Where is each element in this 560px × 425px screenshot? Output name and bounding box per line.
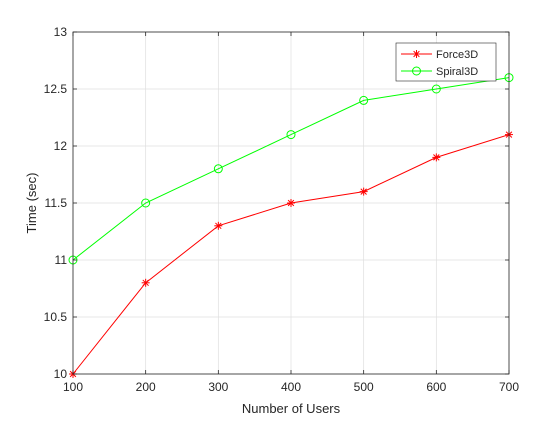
- x-tick-label: 400: [281, 380, 301, 394]
- data-point: [141, 198, 151, 208]
- data-point: [359, 95, 369, 105]
- series-force3d: [69, 130, 513, 378]
- data-point: [431, 84, 441, 94]
- y-tick-label: 12: [54, 139, 68, 153]
- data-point: [432, 153, 441, 162]
- x-tick-label: 600: [426, 380, 446, 394]
- data-point: [141, 278, 150, 287]
- x-axis-label: Number of Users: [242, 401, 341, 416]
- legend-box: [395, 42, 497, 82]
- x-tick-label: 100: [63, 380, 83, 394]
- legend: Force3D Spiral3D: [395, 42, 497, 82]
- tick-labels: 100 200 300 400 500 600 700 10 10.5 11 11.5 12 12.5 1…: [44, 25, 520, 394]
- y-tick-label: 13: [54, 25, 68, 39]
- legend-entry: Force3D: [401, 49, 478, 61]
- y-tick-label: 11: [55, 253, 68, 267]
- x-tick-label: 300: [208, 380, 228, 394]
- y-tick-label: 11.5: [45, 196, 68, 210]
- data-point: [214, 221, 223, 230]
- legend-entries: Force3D Spiral3D: [401, 49, 478, 78]
- x-tick-label: 700: [499, 380, 519, 394]
- y-axis-label: Time (sec): [24, 173, 39, 234]
- data-point: [213, 164, 223, 174]
- ticks: [72, 31, 510, 375]
- legend-marker: [412, 66, 421, 76]
- legend-marker: [412, 50, 421, 58]
- series-line: [72, 77, 510, 261]
- x-tick-label: 500: [354, 380, 374, 394]
- series-layer: [68, 73, 514, 378]
- x-tick-label: 200: [136, 380, 156, 394]
- legend-entry: Spiral3D: [401, 66, 478, 78]
- y-tick-label: 10: [54, 367, 68, 381]
- data-point: [286, 130, 296, 140]
- legend-label: Force3D: [436, 49, 478, 61]
- data-point: [287, 199, 295, 207]
- y-tick-label: 12.5: [44, 82, 68, 96]
- y-tick-label: 10.5: [44, 310, 68, 324]
- data-point: [359, 187, 368, 196]
- legend-label: Spiral3D: [436, 66, 478, 78]
